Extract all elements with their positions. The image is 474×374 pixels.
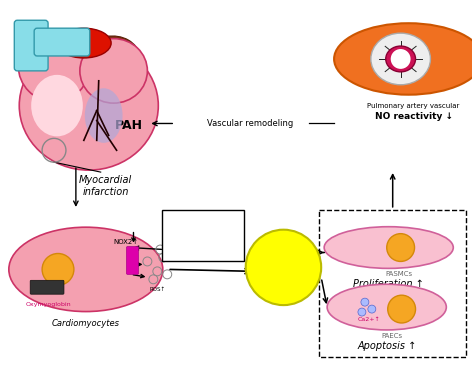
Text: AngII
TNF-α
Shear stress: AngII TNF-α Shear stress [179, 214, 227, 248]
FancyBboxPatch shape [127, 246, 138, 275]
Bar [162, 210, 244, 261]
Ellipse shape [386, 46, 416, 72]
Ellipse shape [85, 88, 123, 143]
Circle shape [246, 230, 321, 305]
Text: Cardiomyocytes: Cardiomyocytes [52, 319, 120, 328]
Ellipse shape [56, 28, 111, 58]
Circle shape [391, 49, 410, 69]
Text: PAECs: PAECs [381, 333, 402, 339]
Ellipse shape [25, 31, 93, 87]
FancyBboxPatch shape [30, 280, 64, 294]
Text: PAH: PAH [115, 119, 143, 132]
Circle shape [358, 308, 366, 316]
Ellipse shape [18, 30, 90, 102]
Ellipse shape [19, 41, 158, 170]
Text: Vascular remodeling: Vascular remodeling [207, 119, 293, 128]
Ellipse shape [80, 39, 147, 103]
Text: Apoptosis ↑: Apoptosis ↑ [357, 341, 416, 351]
Text: PASMCs: PASMCs [385, 272, 412, 278]
Text: Ca2+↑: Ca2+↑ [357, 317, 380, 322]
Text: Myocardial
infarction: Myocardial infarction [79, 175, 132, 197]
Ellipse shape [81, 36, 140, 86]
FancyBboxPatch shape [14, 20, 48, 71]
Text: ROS↑: ROS↑ [264, 264, 303, 277]
Text: Proliferation ↑: Proliferation ↑ [353, 279, 424, 289]
Bar [319, 210, 466, 357]
Circle shape [361, 298, 369, 306]
Text: Oxymyoglobin: Oxymyoglobin [25, 302, 71, 307]
Circle shape [387, 234, 415, 261]
Ellipse shape [371, 33, 430, 85]
Text: NOX2↑: NOX2↑ [114, 239, 139, 245]
Circle shape [388, 295, 416, 323]
FancyBboxPatch shape [34, 28, 90, 56]
Ellipse shape [327, 284, 447, 330]
Text: ROS↑: ROS↑ [149, 287, 165, 292]
Circle shape [42, 254, 74, 285]
Text: NO reactivity ↓: NO reactivity ↓ [374, 111, 453, 120]
Text: Pulmonary artery vascular: Pulmonary artery vascular [367, 102, 460, 108]
Ellipse shape [334, 23, 474, 95]
Ellipse shape [9, 227, 163, 312]
Ellipse shape [31, 75, 83, 137]
Circle shape [368, 305, 376, 313]
Ellipse shape [324, 227, 453, 269]
